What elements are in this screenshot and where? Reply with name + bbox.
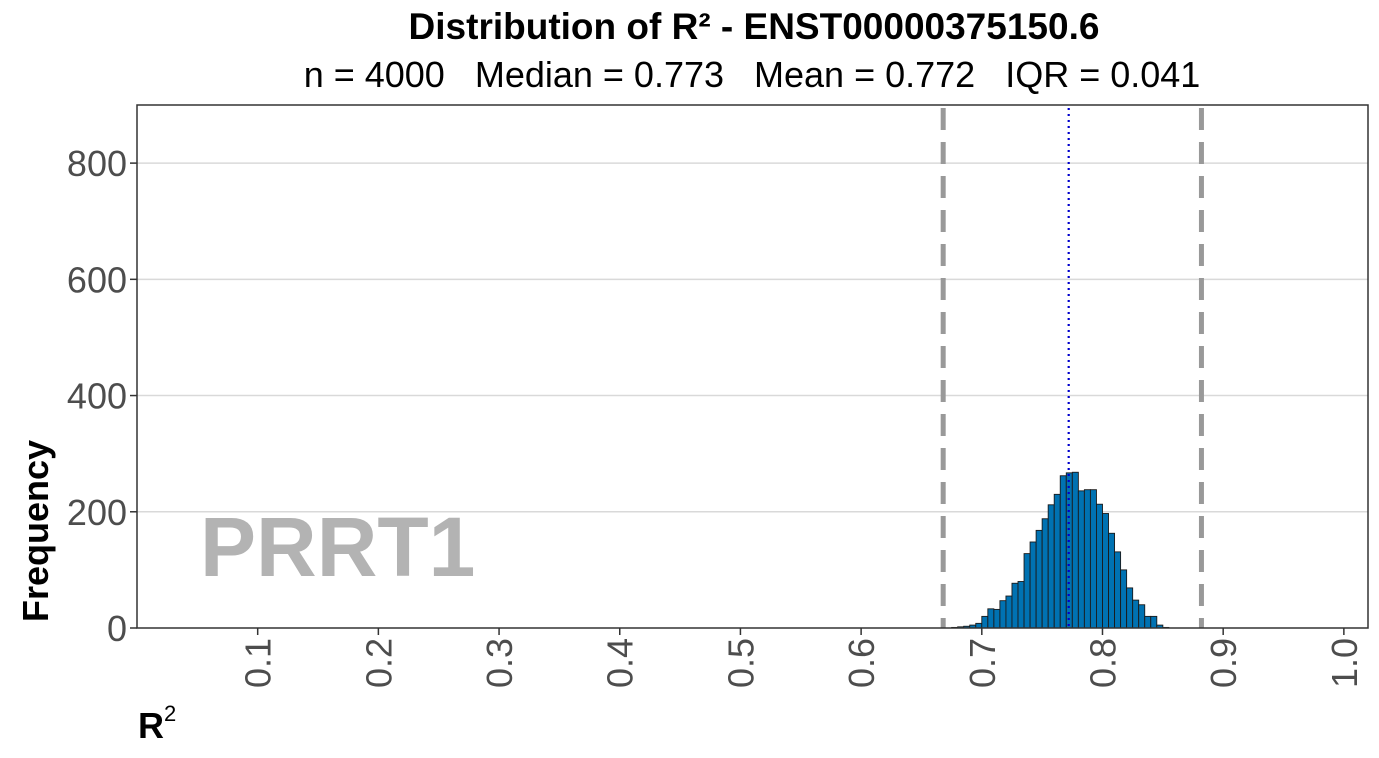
histogram-bar (1053, 493, 1061, 629)
x-tick-label: 0.2 (358, 638, 399, 688)
plot-panel-border (136, 104, 1369, 629)
histogram-bar (987, 608, 995, 629)
x-axis-title-base: R (138, 705, 164, 746)
axes: 0 200 400 600 800 0.1 0.2 0.3 0.4 0.5 0.6 0.7 0.8 0.9… (67, 143, 1365, 688)
chart-subtitle: n = 4000 Median = 0.773 Mean = 0.772 IQR… (304, 54, 1201, 95)
histogram-bar (1096, 503, 1103, 629)
histogram-bar (1150, 615, 1158, 629)
x-tick-label: 1.0 (1324, 638, 1365, 688)
histogram-bar (1041, 518, 1049, 629)
x-tick-label: 0.6 (841, 638, 882, 688)
reference-lines (940, 108, 1204, 628)
histogram-bar (1126, 587, 1134, 629)
x-tick-label: 0.9 (1203, 638, 1244, 688)
x-tick-label: 0.4 (600, 638, 641, 688)
histogram-bar (993, 608, 1001, 629)
histogram-bars (951, 471, 1170, 629)
histogram-bar (1011, 582, 1019, 629)
x-tick-label: 0.3 (479, 638, 520, 688)
gene-watermark: PRRT1 (200, 500, 475, 594)
histogram-bar (1144, 615, 1152, 629)
histogram-bar (1029, 541, 1037, 629)
x-tick-label: 0.1 (238, 638, 279, 688)
x-tick-label: 0.8 (1082, 638, 1123, 688)
y-axis-title: Frequency (15, 440, 56, 622)
y-tick-label: 600 (67, 259, 127, 300)
gridlines (137, 162, 1368, 513)
histogram-bar (1108, 532, 1116, 629)
histogram-bar (1023, 553, 1031, 629)
y-tick-label: 200 (67, 492, 127, 533)
y-tick-label: 0 (107, 608, 127, 649)
chart-title: Distribution of R² - ENST00000375150.6 (409, 6, 1100, 47)
histogram-bar (1077, 490, 1085, 629)
x-axis-title: R2 (138, 701, 176, 746)
x-tick-label: 0.5 (720, 638, 761, 688)
histogram-bar (1102, 513, 1109, 629)
y-tick-label: 400 (67, 376, 127, 417)
histogram-bar (1065, 472, 1073, 629)
histogram-bar (999, 600, 1007, 629)
histogram-bar (1114, 551, 1122, 629)
x-tick-label: 0.7 (962, 638, 1003, 688)
histogram-bar (1059, 475, 1067, 629)
y-tick-label: 800 (67, 143, 127, 184)
histogram-bar (1071, 471, 1079, 629)
histogram-bar (1132, 599, 1140, 629)
histogram-bar (1035, 529, 1043, 629)
histogram-bar (1120, 569, 1128, 629)
histogram-bar (1083, 489, 1091, 629)
histogram-bar (1047, 504, 1055, 629)
histogram-bar (1005, 595, 1013, 629)
histogram-bar (1089, 489, 1097, 629)
x-axis-title-superscript: 2 (164, 701, 176, 726)
histogram-bar (1138, 604, 1146, 629)
histogram-bar (1017, 581, 1025, 629)
histogram-bar (981, 615, 989, 629)
